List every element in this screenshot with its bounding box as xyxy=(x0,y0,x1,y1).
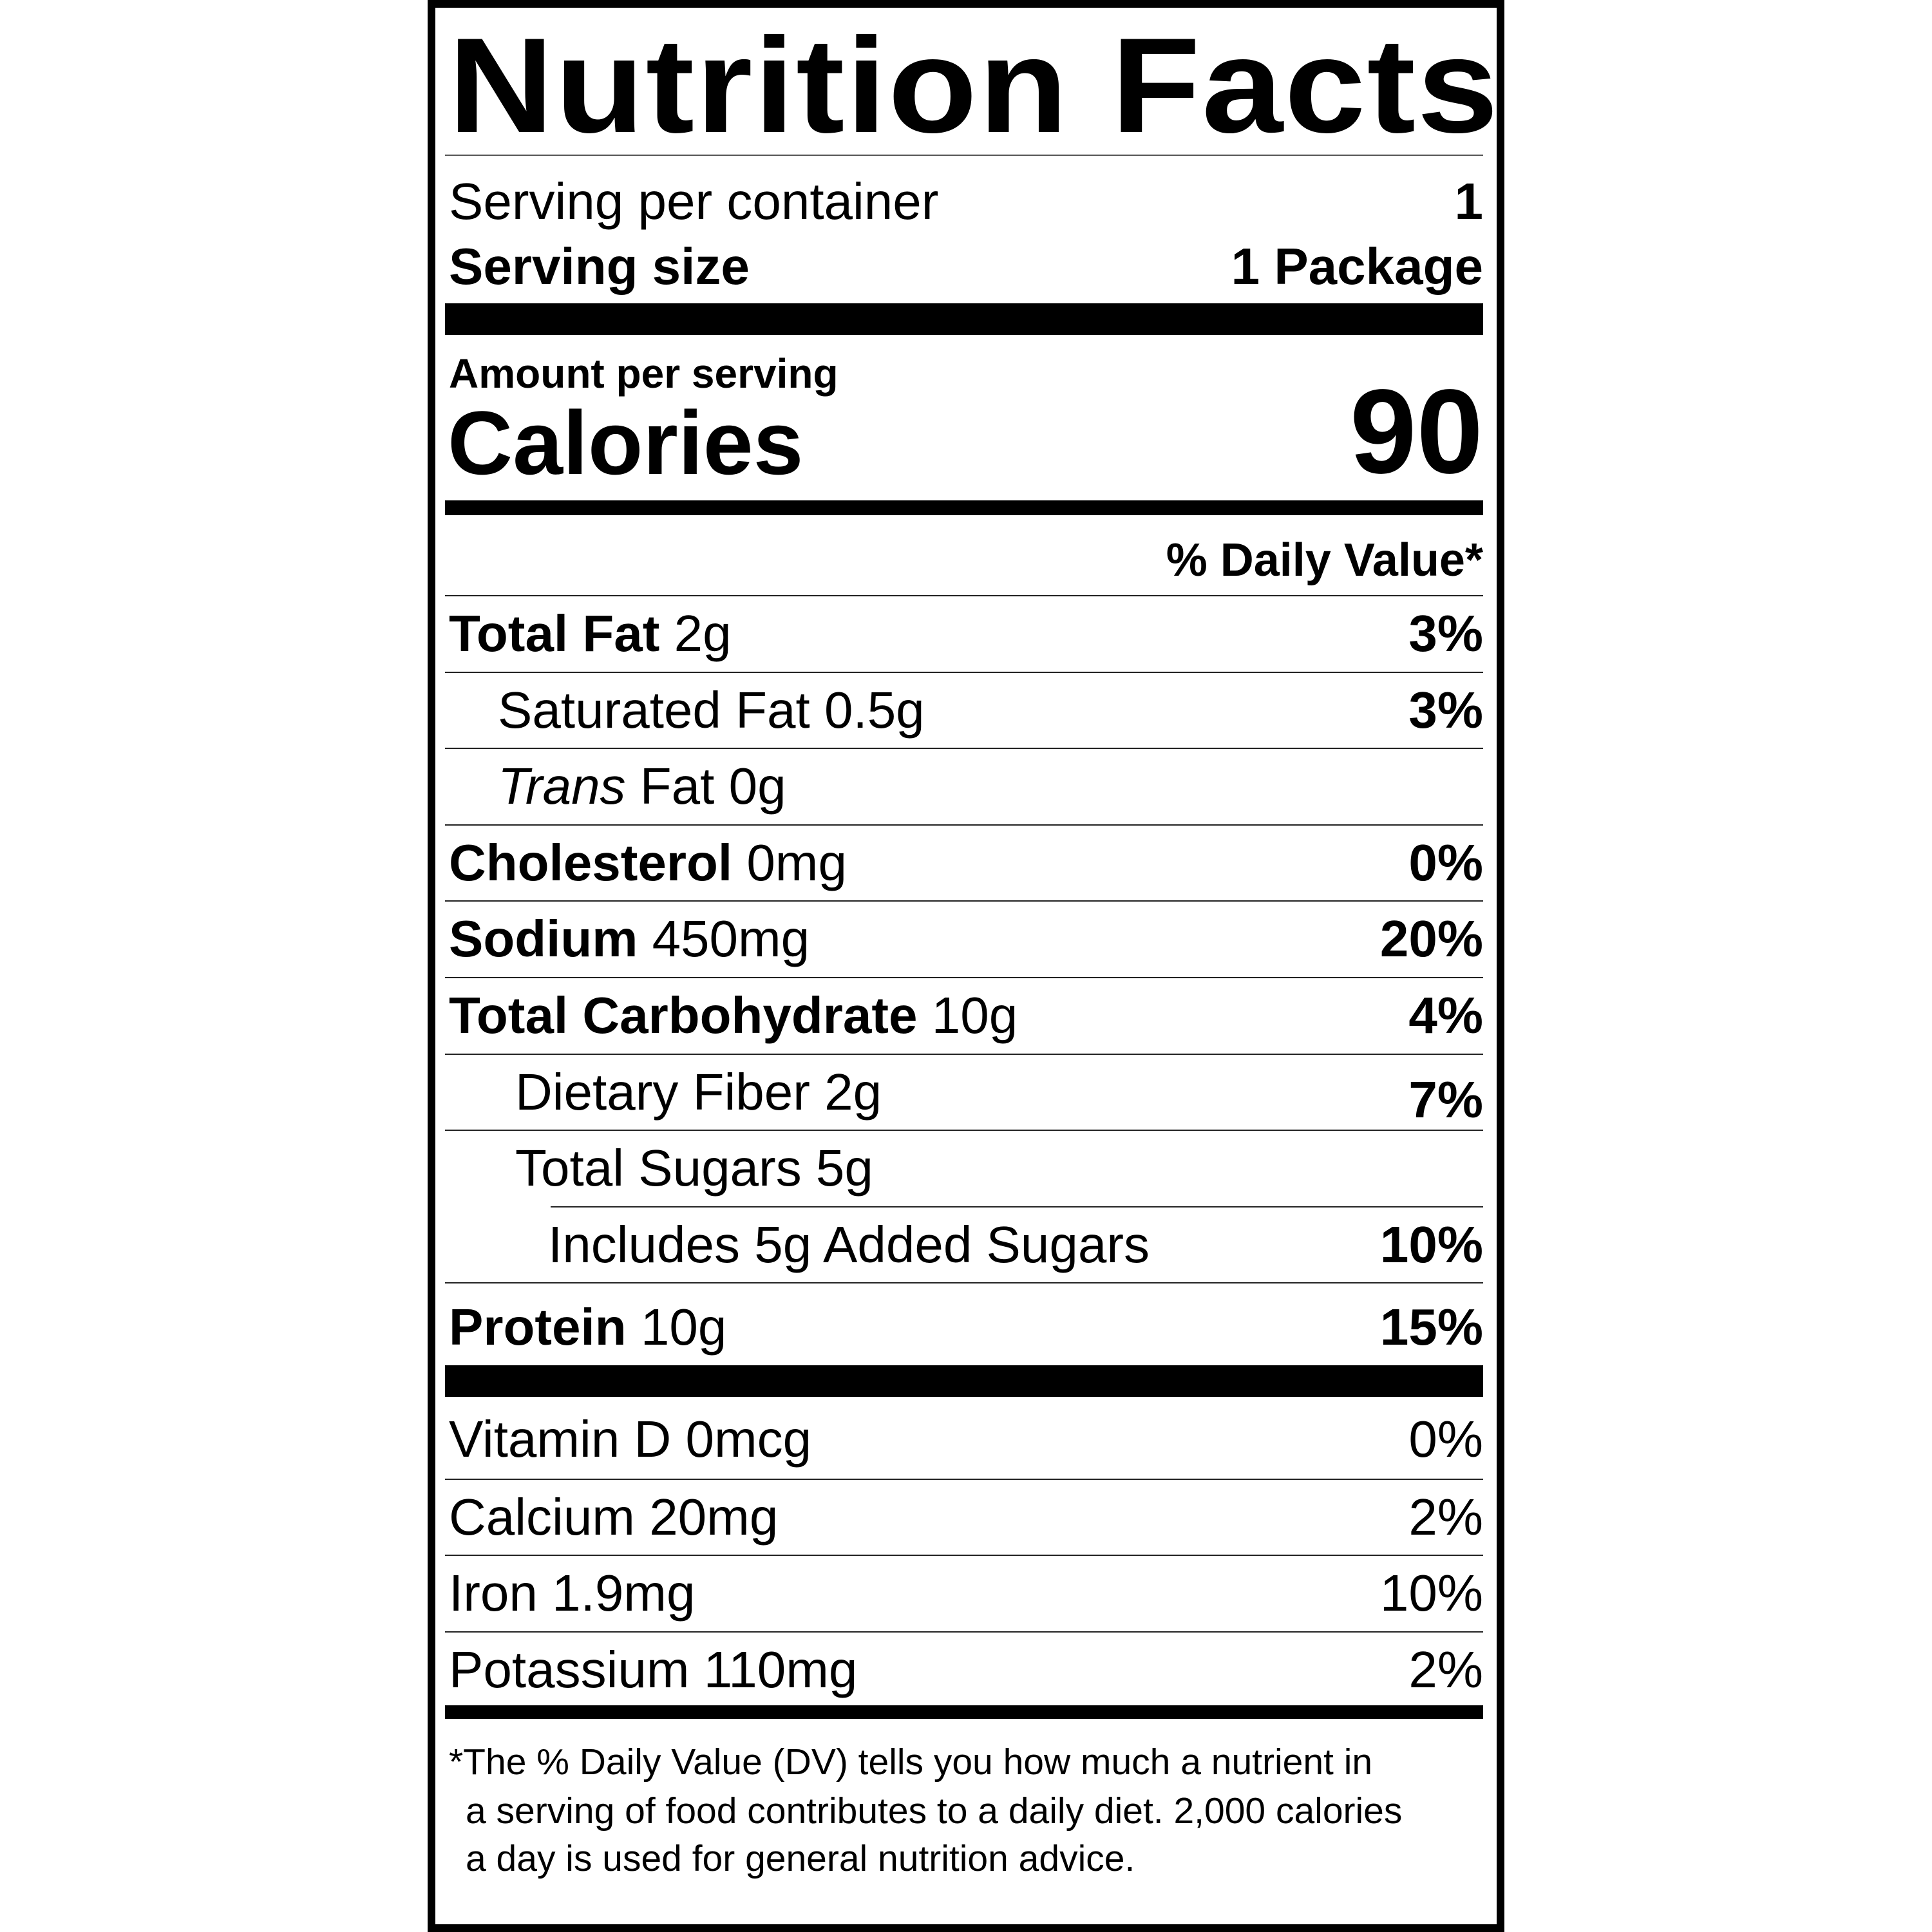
serving-size-value: 1 Package xyxy=(1231,238,1483,295)
nutrient-row-total-carbohydrate: Total Carbohydrate 10g 4% xyxy=(445,977,1483,1054)
nutrient-amount: 2g xyxy=(674,605,732,662)
nutrient-amount: 0.5g xyxy=(824,681,925,739)
vitamin-row-potassium: Potassium 110mg 2% xyxy=(445,1631,1483,1709)
thick-divider xyxy=(445,303,1483,335)
nutrient-row-protein: Protein 10g 15% xyxy=(445,1282,1483,1359)
vitamin-dv: 0% xyxy=(1408,1410,1483,1468)
vitamin-name: Vitamin D xyxy=(449,1410,672,1468)
nutrient-dv: 4% xyxy=(1408,987,1483,1044)
vitamin-amount: 20mg xyxy=(649,1488,779,1546)
nutrient-dv: 3% xyxy=(1408,605,1483,662)
servings-per-container-value: 1 xyxy=(1454,173,1484,230)
nutrient-name: Cholesterol xyxy=(449,834,733,891)
vitamin-name: Calcium xyxy=(449,1488,635,1546)
servings-per-container-label: Serving per container xyxy=(449,173,939,230)
nutrient-name: Protein xyxy=(449,1298,627,1356)
nutrient-amount: 10g xyxy=(640,1298,727,1356)
nutrient-amount: 5g xyxy=(815,1139,873,1197)
label-border xyxy=(428,0,1504,1932)
vitamin-amount: 1.9mg xyxy=(552,1564,696,1622)
amount-per-serving: Amount per serving xyxy=(449,350,838,397)
label-title: Nutrition Facts xyxy=(448,10,1500,161)
nutrient-name: Dietary Fiber xyxy=(515,1063,810,1121)
nutrient-dv: 0% xyxy=(1408,834,1483,891)
nutrient-row-dietary-fiber: Dietary Fiber 2g 7% xyxy=(445,1054,1483,1131)
nutrient-amount: 0g xyxy=(728,757,786,815)
nutrient-row-total-sugars: Total Sugars 5g xyxy=(445,1130,1483,1207)
footnote-line: a serving of food contributes to a daily… xyxy=(466,1790,1403,1832)
nutrient-row-saturated-fat: Saturated Fat 0.5g 3% xyxy=(445,672,1483,749)
nutrient-row-cholesterol: Cholesterol 0mg 0% xyxy=(445,824,1483,902)
footnote-line: a day is used for general nutrition advi… xyxy=(466,1838,1135,1879)
daily-value-header: % Daily Value* xyxy=(1166,535,1483,586)
nutrient-dv: 7% xyxy=(1408,1071,1483,1128)
nutrient-name: Includes 5g Added Sugars xyxy=(548,1216,1150,1273)
nutrient-name: Saturated Fat xyxy=(498,681,810,739)
nutrient-name: Total Fat xyxy=(449,605,660,662)
medium-divider xyxy=(445,500,1483,515)
nutrient-name: Fat xyxy=(639,757,715,815)
vitamin-amount: 0mcg xyxy=(685,1410,812,1468)
vitamin-name: Iron xyxy=(449,1564,538,1622)
nutrient-amount: 2g xyxy=(824,1063,882,1121)
nutrient-row-trans-fat: Trans Fat 0g xyxy=(445,748,1483,825)
vitamin-row-calcium: Calcium 20mg 2% xyxy=(445,1479,1483,1556)
vitamin-dv: 10% xyxy=(1379,1564,1483,1622)
nutrient-dv: 3% xyxy=(1408,681,1483,739)
calories-label: Calories xyxy=(448,392,804,493)
divider xyxy=(445,155,1483,156)
vitamin-name: Potassium xyxy=(449,1641,690,1698)
indented-divider xyxy=(551,1206,1483,1208)
nutrient-row-total-fat: Total Fat 2g 3% xyxy=(445,595,1483,672)
medium-divider xyxy=(445,1705,1483,1719)
nutrient-amount: 10g xyxy=(931,987,1018,1044)
nutrient-name: Total Carbohydrate xyxy=(449,987,918,1044)
vitamin-dv: 2% xyxy=(1408,1488,1483,1546)
footnote-line: *The % Daily Value (DV) tells you how mu… xyxy=(449,1741,1373,1783)
vitamin-dv: 2% xyxy=(1408,1641,1483,1698)
nutrient-dv: 15% xyxy=(1379,1298,1483,1356)
nutrient-row-sodium: Sodium 450mg 20% xyxy=(445,900,1483,978)
nutrient-amount: 450mg xyxy=(652,910,810,967)
nutrient-name-italic: Trans xyxy=(498,757,626,815)
nutrient-dv: 20% xyxy=(1379,910,1483,967)
nutrient-name: Sodium xyxy=(449,910,638,967)
vitamin-row-vitamin-d: Vitamin D 0mcg 0% xyxy=(445,1402,1483,1478)
calories-value: 90 xyxy=(1350,365,1483,498)
nutrient-amount: 0mg xyxy=(746,834,847,891)
serving-size-label: Serving size xyxy=(449,238,750,295)
nutrient-dv: 10% xyxy=(1379,1216,1483,1273)
nutrient-row-added-sugars: Includes 5g Added Sugars 10% xyxy=(445,1208,1483,1283)
vitamin-row-iron: Iron 1.9mg 10% xyxy=(445,1555,1483,1632)
vitamin-amount: 110mg xyxy=(703,1641,858,1698)
nutrient-name: Total Sugars xyxy=(515,1139,802,1197)
thick-divider xyxy=(445,1365,1483,1397)
